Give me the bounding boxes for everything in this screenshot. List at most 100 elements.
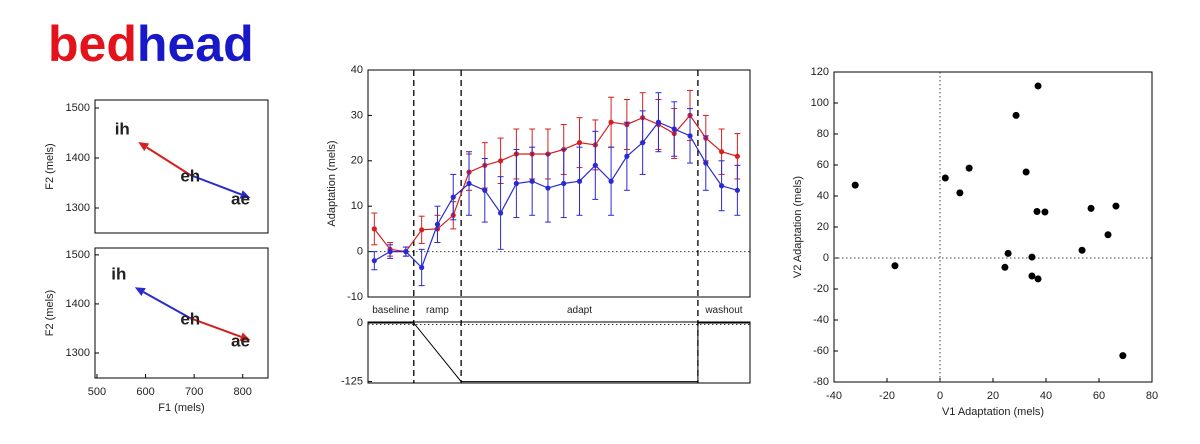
x-tick-label: 80 <box>1146 390 1158 402</box>
y-tick-label: 40 <box>817 190 829 202</box>
x-tick-label: 800 <box>234 386 252 398</box>
y-tick-label: 20 <box>351 155 363 167</box>
y-tick-label: 10 <box>351 200 363 212</box>
series-line <box>374 121 738 269</box>
y-axis-label: F2 (mels) <box>44 290 56 336</box>
data-point <box>655 119 662 125</box>
x-axis-label: V1 Adaptation (mels) <box>942 406 1044 418</box>
data-point <box>592 162 598 168</box>
y-tick-label: 20 <box>817 221 829 233</box>
x-axis-label: F1 (mels) <box>158 402 204 414</box>
heading-part: head <box>137 16 254 72</box>
phase-label: adapt <box>567 305 592 316</box>
data-point <box>497 210 504 216</box>
data-point <box>965 164 973 172</box>
data-point <box>891 262 899 270</box>
vowel-label: ih <box>115 119 130 138</box>
y-axis-label: V2 Adaptation (mels) <box>792 176 804 278</box>
y-tick-label: 120 <box>811 66 829 78</box>
data-point <box>561 180 567 187</box>
data-point <box>1112 202 1120 210</box>
plot-frame <box>94 247 269 379</box>
data-point <box>1087 204 1095 212</box>
data-point <box>1028 253 1036 261</box>
y-tick-label: -60 <box>813 345 829 357</box>
data-point <box>956 189 964 197</box>
perturbation-frame <box>367 321 751 384</box>
y-tick-label: 1500 <box>66 102 90 114</box>
data-point <box>734 153 740 159</box>
data-point <box>734 187 740 193</box>
x-tick-label: 40 <box>1040 390 1052 402</box>
plot-frame <box>367 69 751 298</box>
data-point <box>529 178 535 184</box>
data-point <box>624 153 630 159</box>
data-point <box>450 194 456 200</box>
data-point <box>1041 208 1049 216</box>
data-point <box>703 160 709 166</box>
data-point <box>576 178 583 184</box>
data-point <box>419 227 425 233</box>
data-point <box>851 181 859 189</box>
phase-label: ramp <box>426 305 449 316</box>
data-point <box>576 140 583 146</box>
data-point <box>1119 352 1127 360</box>
data-point <box>1104 231 1112 239</box>
data-point <box>608 178 614 184</box>
data-point <box>419 264 425 271</box>
phase-label: washout <box>704 305 742 316</box>
arrow-shaft <box>146 146 191 176</box>
plot-frame <box>833 71 1153 383</box>
vowel-label: ae <box>231 189 250 208</box>
data-point <box>371 258 377 264</box>
y-tick-label: -20 <box>813 283 829 295</box>
vowel-label: ae <box>231 332 250 351</box>
arrow-head <box>138 142 150 152</box>
y-tick-label: 0 <box>357 317 363 329</box>
phase-label: baseline <box>372 305 410 316</box>
y-tick-label: 1500 <box>66 249 90 261</box>
data-point <box>718 149 725 155</box>
y-tick-label: 0 <box>823 252 829 264</box>
x-tick-label: 600 <box>136 386 154 398</box>
arrow-shaft <box>189 174 242 196</box>
x-tick-label: 20 <box>987 390 999 402</box>
heading-part: bed <box>48 16 137 72</box>
heading: bedhead <box>48 16 254 72</box>
vowel-label: eh <box>180 166 200 185</box>
data-point <box>1022 168 1030 176</box>
x-tick-label: -40 <box>826 390 842 402</box>
y-tick-label: 1300 <box>66 202 90 214</box>
data-point <box>608 119 614 125</box>
y-tick-label: -80 <box>813 376 829 388</box>
vowel-label: eh <box>180 310 200 329</box>
y-tick-label: 100 <box>811 97 829 109</box>
data-point <box>1034 82 1042 90</box>
y-tick-label: 30 <box>351 109 363 121</box>
x-tick-label: 700 <box>185 386 203 398</box>
data-point <box>941 174 949 182</box>
data-point <box>513 180 519 187</box>
perturbation-line <box>368 322 750 383</box>
x-tick-label: 60 <box>1093 390 1105 402</box>
y-tick-label: 0 <box>357 246 363 258</box>
data-point <box>1033 208 1041 215</box>
x-tick-label: 0 <box>937 390 943 402</box>
x-tick-label: -20 <box>879 390 895 402</box>
data-point <box>1078 246 1086 254</box>
data-point <box>1001 263 1009 271</box>
arrow-head <box>239 332 251 342</box>
y-tick-label: -125 <box>341 375 363 387</box>
data-point <box>482 187 488 193</box>
arrow-head <box>134 287 146 297</box>
y-axis-label: F2 (mels) <box>44 143 56 189</box>
data-point <box>387 249 393 255</box>
y-tick-label: 1400 <box>66 298 90 310</box>
y-tick-label: 1400 <box>66 152 90 164</box>
data-point <box>718 183 725 189</box>
x-tick-label: 500 <box>88 386 106 398</box>
arrow-shaft <box>143 291 191 320</box>
data-point <box>1034 275 1042 283</box>
data-point <box>466 180 472 187</box>
